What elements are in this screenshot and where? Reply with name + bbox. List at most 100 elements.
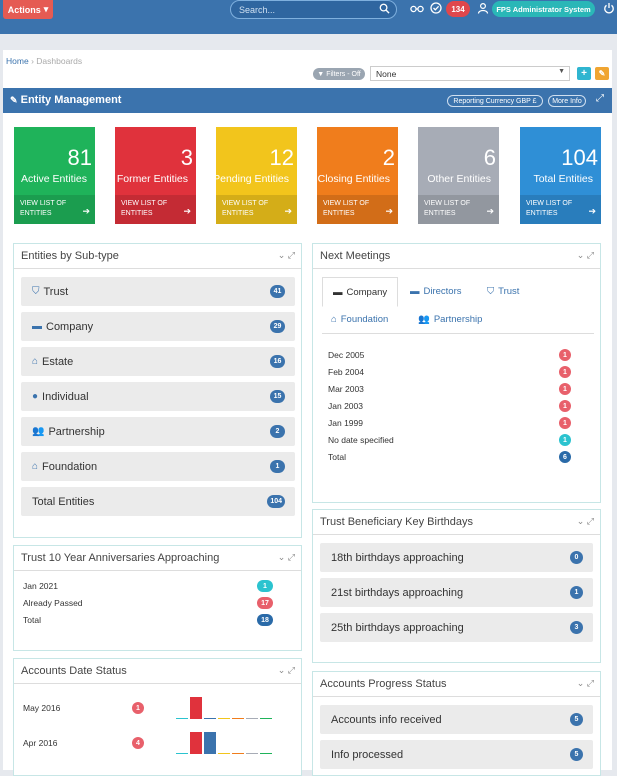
subtype-row-foundation[interactable]: ⌂ Foundation 1 xyxy=(21,452,295,481)
arrow-circle-icon: ➔ xyxy=(82,206,90,216)
tab-directors[interactable]: ▬ Directors xyxy=(410,286,462,297)
briefcase-icon: ▬ xyxy=(32,321,42,332)
breadcrumb: Home › Dashboards xyxy=(6,56,82,66)
entity-tile[interactable]: 12 Pending Entities VIEW LIST OF ENTITIES ➔ xyxy=(216,127,297,224)
row-label: Individual xyxy=(42,390,89,403)
tab-foundation[interactable]: ⌂ Foundation xyxy=(331,314,388,325)
meetings-panel: Next Meetings ⌄ ⤢ ▬ Company ▬ Directors ⛉ T… xyxy=(312,243,601,503)
count-badge[interactable]: 1 xyxy=(559,400,571,412)
tile-link-text: VIEW LIST OF ENTITIES xyxy=(20,200,67,217)
birthday-row[interactable]: 18th birthdays approaching 0 xyxy=(320,543,593,572)
count-badge[interactable]: 4 xyxy=(132,737,144,749)
entity-tile[interactable]: 81 Active Entities VIEW LIST OF ENTITIES ➔ xyxy=(14,127,95,224)
check-circle-icon[interactable] xyxy=(430,2,442,17)
count-badge[interactable]: 1 xyxy=(559,366,571,378)
row-label: Estate xyxy=(42,355,74,368)
briefcase-icon: ▬ xyxy=(333,286,343,298)
subtype-row-trust[interactable]: ⛉ Trust 41 xyxy=(21,277,295,306)
tile-view-list-link[interactable]: VIEW LIST OF ENTITIES ➔ xyxy=(216,195,297,224)
expand-icon[interactable]: ⤢ xyxy=(596,93,604,104)
subtype-row-total-entities[interactable]: Total Entities 104 xyxy=(21,487,295,516)
entity-tile[interactable]: 104 Total Entities VIEW LIST OF ENTITIES ➔ xyxy=(520,127,601,224)
tile-view-list-link[interactable]: VIEW LIST OF ENTITIES ➔ xyxy=(317,195,398,224)
tile-number: 12 xyxy=(269,145,294,170)
count-badge: 0 xyxy=(570,551,583,564)
power-icon[interactable] xyxy=(603,2,615,17)
count-badge[interactable]: 17 xyxy=(257,597,273,609)
edit-button[interactable]: ✎ xyxy=(595,67,609,80)
count-badge: 1 xyxy=(270,460,285,473)
panel-controls[interactable]: ⌄ ⤢ xyxy=(576,250,594,260)
count-badge[interactable]: 1 xyxy=(559,417,571,429)
glasses-icon[interactable] xyxy=(410,2,424,17)
filters-toggle[interactable]: ▼ Filters - Off xyxy=(313,68,365,80)
reporting-currency-button[interactable]: Reporting Currency GBP £ xyxy=(447,95,543,107)
birthday-row[interactable]: 25th birthdays approaching 3 xyxy=(320,613,593,642)
count-badge[interactable]: 6 xyxy=(559,451,571,463)
tab-trust[interactable]: ⛉ Trust xyxy=(487,286,519,297)
accounts-progress-title: Accounts Progress Status xyxy=(320,678,447,690)
panel-controls[interactable]: ⌄ ⤢ xyxy=(277,552,295,562)
progress-row[interactable]: Accounts info received 5 xyxy=(320,705,593,734)
subtype-row-estate[interactable]: ⌂ Estate 16 xyxy=(21,347,295,376)
anniversaries-panel: Trust 10 Year Anniversaries Approaching … xyxy=(13,545,302,651)
tile-view-list-link[interactable]: VIEW LIST OF ENTITIES ➔ xyxy=(14,195,95,224)
dashboard-page: Home › Dashboards ▼ Filters - Off None ▼ +… xyxy=(3,50,612,776)
birthday-row[interactable]: 21st birthdays approaching 1 xyxy=(320,578,593,607)
chart-bar xyxy=(246,718,258,719)
tab-partnership[interactable]: 👥 Partnership xyxy=(418,314,482,325)
more-info-button[interactable]: More Info xyxy=(548,95,586,107)
row-label: Info processed xyxy=(331,748,404,761)
panel-controls[interactable]: ⌄ ⤢ xyxy=(277,665,295,675)
chart-bar xyxy=(232,753,244,754)
entity-tile[interactable]: 6 Other Entities VIEW LIST OF ENTITIES ➔ xyxy=(418,127,499,224)
tile-view-list-link[interactable]: VIEW LIST OF ENTITIES ➔ xyxy=(520,195,601,224)
tile-number: 81 xyxy=(67,145,92,170)
bank-icon: ⌂ xyxy=(32,461,39,472)
count-badge[interactable]: 18 xyxy=(257,614,273,626)
count-badge[interactable]: 1 xyxy=(559,349,571,361)
anniversary-item-label: Already Passed xyxy=(23,598,83,608)
entity-management-title-text: Entity Management xyxy=(20,94,122,106)
tile-label: Pending Entities xyxy=(216,173,289,185)
tile-view-list-link[interactable]: VIEW LIST OF ENTITIES ➔ xyxy=(115,195,196,224)
progress-row[interactable]: Info processed 5 xyxy=(320,740,593,769)
tab-company[interactable]: ▬ Company xyxy=(322,277,398,307)
user-icon[interactable] xyxy=(477,2,489,17)
search-input[interactable]: Search... xyxy=(230,0,397,19)
subtype-row-partnership[interactable]: 👥 Partnership 2 xyxy=(21,417,295,446)
count-badge: 2 xyxy=(270,425,285,438)
count-badge[interactable]: 1 xyxy=(559,434,571,446)
tile-view-list-link[interactable]: VIEW LIST OF ENTITIES ➔ xyxy=(418,195,499,224)
divider xyxy=(14,683,301,684)
meeting-item-label: Total xyxy=(328,452,346,462)
user-menu[interactable]: FPS Administrator System xyxy=(492,1,595,17)
breadcrumb-home[interactable]: Home xyxy=(6,56,29,66)
entity-tile[interactable]: 2 Closing Entities VIEW LIST OF ENTITIES ➔ xyxy=(317,127,398,224)
arrow-circle-icon: ➔ xyxy=(588,206,596,216)
entity-tile[interactable]: 3 Former Entities VIEW LIST OF ENTITIES ➔ xyxy=(115,127,196,224)
subtype-row-company[interactable]: ▬ Company 29 xyxy=(21,312,295,341)
tile-link-text: VIEW LIST OF ENTITIES xyxy=(424,200,471,217)
panel-controls[interactable]: ⌄ ⤢ xyxy=(576,678,594,688)
actions-button[interactable]: Actions ▾ xyxy=(3,0,53,19)
edit-icon: ✎ xyxy=(598,69,606,78)
dashboard-filter-select[interactable]: None ▼ xyxy=(370,66,570,81)
add-button[interactable]: + xyxy=(577,67,591,80)
chart-bar xyxy=(260,718,272,719)
panel-controls[interactable]: ⌄ ⤢ xyxy=(576,516,594,526)
count-badge: 3 xyxy=(570,621,583,634)
count-badge[interactable]: 1 xyxy=(559,383,571,395)
subtype-row-individual[interactable]: ● Individual 15 xyxy=(21,382,295,411)
panel-controls[interactable]: ⌄ ⤢ xyxy=(277,250,295,260)
count-badge[interactable]: 1 xyxy=(257,580,273,592)
tile-label: Closing Entities xyxy=(317,173,390,185)
accounts-date-panel: Accounts Date Status ⌄ ⤢ May 2016 1 Apr 20… xyxy=(13,658,302,776)
meeting-item-label: Feb 2004 xyxy=(328,367,364,377)
tile-number: 3 xyxy=(180,145,193,170)
count-badge[interactable]: 1 xyxy=(132,702,144,714)
chart-bar xyxy=(190,732,202,754)
search-icon[interactable] xyxy=(379,3,390,16)
notification-badge[interactable]: 134 xyxy=(446,1,470,17)
chart-bar xyxy=(204,718,216,719)
